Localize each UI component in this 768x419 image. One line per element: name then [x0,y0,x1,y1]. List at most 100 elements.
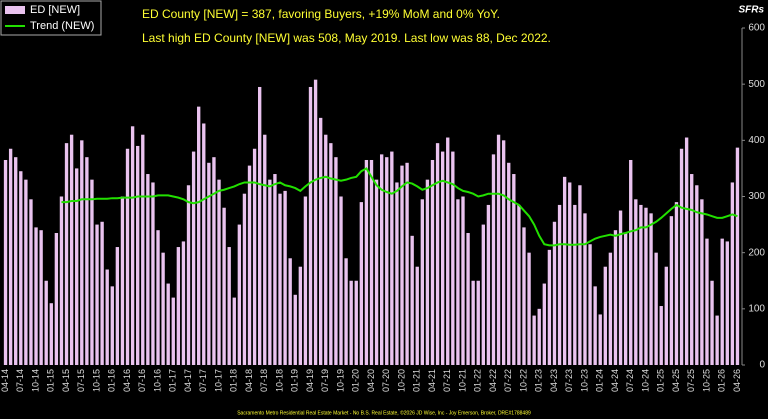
bar [105,269,109,365]
bar [252,148,257,365]
bar [562,176,567,365]
x-tick-label: 04-22 [488,369,498,392]
bar [451,151,455,365]
x-tick-label: 07-14 [15,369,25,392]
bar [430,159,435,365]
bar [344,258,348,365]
bar [598,314,602,365]
bar [313,79,318,365]
x-tick-label: 01-26 [717,369,727,392]
y-axis-label: SFRs [738,5,764,16]
bar [623,233,628,365]
bar [466,233,470,365]
x-tick-label: 10-15 [91,369,101,392]
x-tick-label: 10-14 [30,369,40,392]
bar [369,159,374,365]
bar [207,162,211,365]
bar [405,162,409,365]
bar [339,196,343,365]
bar [8,148,13,365]
bar [517,204,521,365]
bar [578,185,582,365]
bar [3,159,8,365]
bar [95,224,99,365]
bar [425,179,430,365]
bar [486,204,491,365]
bar [547,249,552,365]
bar [705,238,709,365]
bar [557,204,562,365]
bar [634,199,638,365]
chart-title: ED County [NEW] = 387, favoring Buyers, … [142,7,500,21]
x-tick-label: 04-19 [305,369,315,392]
bar [491,154,496,365]
bar [227,247,231,365]
bar [151,182,155,365]
x-tick-label: 04-16 [122,369,132,392]
x-tick-label: 04-14 [0,369,10,392]
bar [481,224,485,365]
bar [24,179,28,365]
bar [288,258,292,365]
bar [588,244,592,365]
x-tick-label: 04-18 [244,369,254,392]
bar [64,143,69,365]
x-tick-label: 10-20 [396,369,406,392]
x-tick-label: 07-24 [625,369,635,392]
x-tick-label: 01-19 [290,369,300,392]
bar [69,134,74,365]
bar [552,221,557,365]
x-tick-label: 10-24 [640,369,650,392]
bar [49,303,53,365]
bar [141,134,145,365]
bar [507,162,511,365]
bar [613,230,618,365]
bar [80,140,84,365]
bar [420,199,425,365]
bar [324,134,328,365]
x-tick-label: 01-20 [351,369,361,392]
x-tick-label: 01-24 [595,369,605,392]
bar [522,227,526,365]
bar [537,308,541,365]
bar [730,182,735,365]
x-tick-label: 04-17 [183,369,193,392]
bar [303,196,308,365]
x-tick-label: 10-21 [457,369,467,392]
x-tick-label: 01-23 [534,369,544,392]
bar [268,179,272,365]
y-tick-label: 300 [748,191,765,202]
x-tick-label: 10-17 [213,369,223,392]
bar [400,165,404,365]
x-tick-label: 04-25 [671,369,681,392]
bar [715,315,719,365]
bar [649,213,653,365]
y-tick-label: 400 [748,135,765,146]
bar [527,252,531,365]
bar [136,145,140,365]
legend-box [0,0,102,36]
bar [639,204,643,365]
x-tick-label: 07-18 [259,369,269,392]
bar [700,199,704,365]
trend-line [61,167,738,247]
bar [100,221,104,365]
x-tick-label: 04-24 [610,369,620,392]
bar [593,286,597,365]
x-tick-label: 07-16 [137,369,147,392]
bar [217,179,221,365]
bar [395,182,399,365]
bar [130,126,135,366]
y-tick-label: 0 [759,360,765,371]
bar [674,202,679,365]
bar [690,174,694,365]
x-tick-label: 07-15 [76,369,86,392]
x-tick-label: 07-19 [320,369,330,392]
bar [298,266,303,365]
y-tick-label: 600 [748,23,765,34]
y-tick-label: 500 [748,79,765,90]
bar [110,286,114,365]
y-tick-label: 200 [748,247,765,258]
bar [283,190,287,365]
